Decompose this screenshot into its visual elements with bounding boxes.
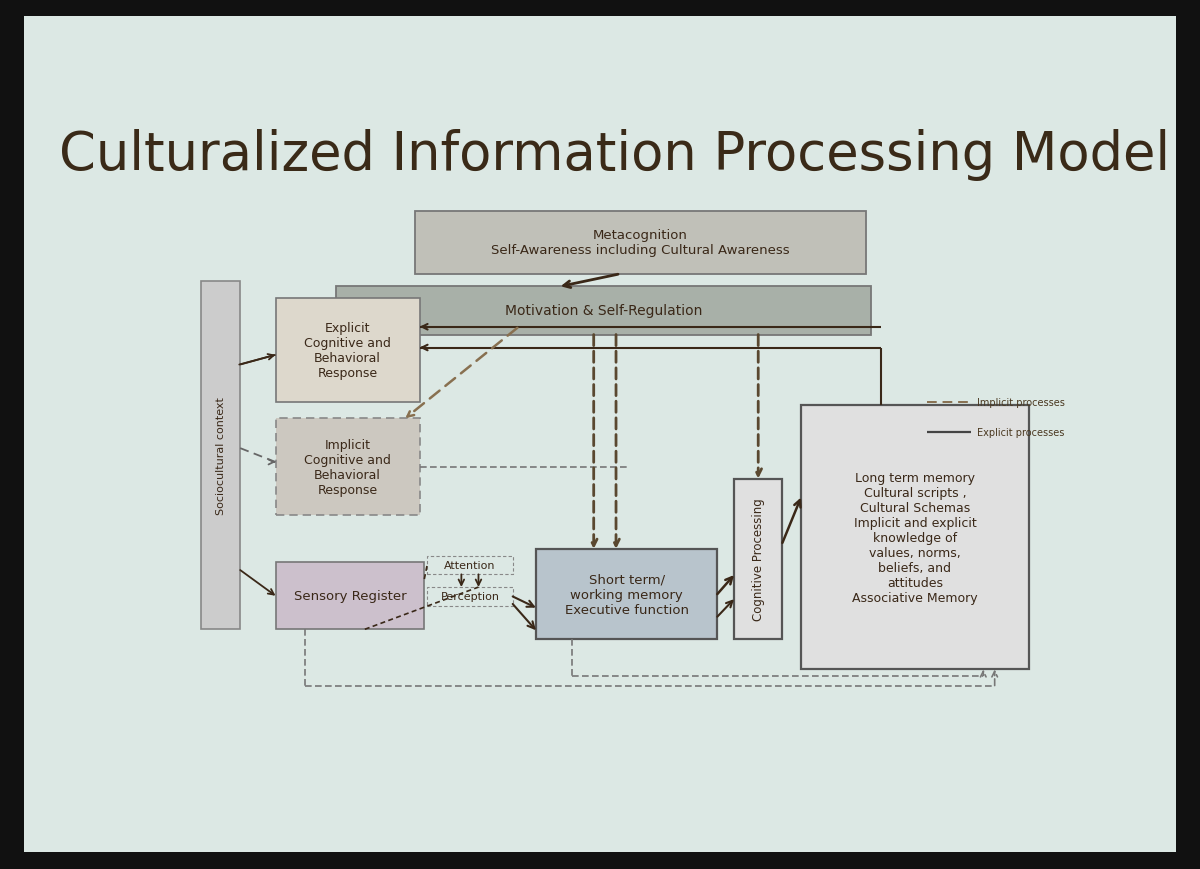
FancyBboxPatch shape [427, 587, 512, 607]
Text: Attention: Attention [444, 561, 496, 570]
Text: Explicit
Cognitive and
Behavioral
Response: Explicit Cognitive and Behavioral Respon… [304, 322, 391, 379]
Text: Cognitive Processing: Cognitive Processing [751, 498, 764, 620]
FancyBboxPatch shape [536, 549, 718, 640]
Text: Perception: Perception [440, 592, 499, 601]
FancyBboxPatch shape [202, 282, 240, 629]
Text: Sociocultural context: Sociocultural context [216, 397, 226, 514]
FancyBboxPatch shape [336, 287, 871, 335]
Text: Short term/
working memory
Executive function: Short term/ working memory Executive fun… [565, 573, 689, 616]
Text: Culturalized Information Processing Model: Culturalized Information Processing Mode… [60, 129, 1170, 181]
Text: Implicit processes: Implicit processes [977, 397, 1064, 407]
FancyBboxPatch shape [802, 405, 1028, 670]
FancyBboxPatch shape [427, 556, 512, 574]
Text: Long term memory
Cultural scripts ,
Cultural Schemas
Implicit and explicit
knowl: Long term memory Cultural scripts , Cult… [852, 471, 978, 604]
Text: Metacognition
Self-Awareness including Cultural Awareness: Metacognition Self-Awareness including C… [491, 229, 790, 257]
FancyBboxPatch shape [276, 562, 425, 629]
FancyBboxPatch shape [415, 211, 866, 275]
Text: Explicit processes: Explicit processes [977, 428, 1064, 437]
FancyBboxPatch shape [276, 298, 420, 402]
Text: Sensory Register: Sensory Register [294, 589, 407, 602]
FancyBboxPatch shape [276, 419, 420, 516]
FancyBboxPatch shape [734, 479, 782, 640]
Text: Motivation & Self-Regulation: Motivation & Self-Regulation [505, 304, 702, 318]
Text: Implicit
Cognitive and
Behavioral
Response: Implicit Cognitive and Behavioral Respon… [304, 438, 391, 496]
